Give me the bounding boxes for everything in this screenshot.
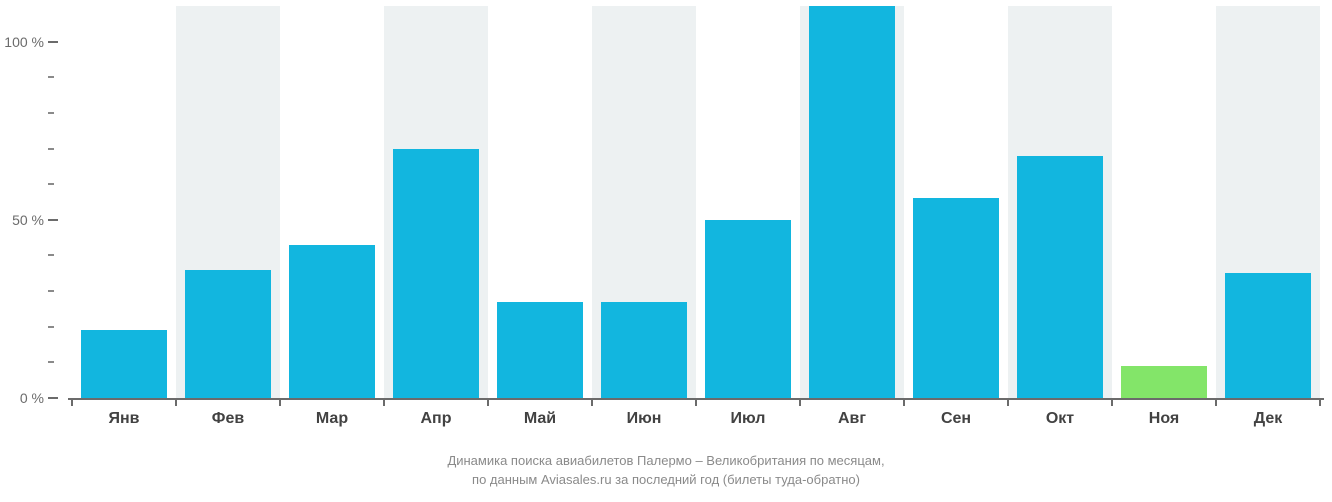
bar: [705, 220, 790, 398]
x-tick-mark: [1319, 398, 1321, 406]
bar: [913, 198, 998, 398]
x-tick-mark: [487, 398, 489, 406]
x-tick-mark: [383, 398, 385, 406]
x-label: Окт: [1046, 410, 1074, 428]
y-tick-label: 100 %: [4, 34, 44, 50]
x-label: Апр: [421, 410, 452, 428]
y-tick-label: 0 %: [20, 390, 44, 406]
x-label: Июл: [731, 410, 766, 428]
bar: [393, 149, 478, 398]
bar: [497, 302, 582, 398]
y-tick-mark: [48, 397, 58, 399]
caption-line-1: Динамика поиска авиабилетов Палермо – Ве…: [0, 452, 1332, 471]
x-tick-mark: [1007, 398, 1009, 406]
x-tick-mark: [71, 398, 73, 406]
bar: [81, 330, 166, 398]
y-tick-mark: [48, 219, 58, 221]
x-tick-mark: [175, 398, 177, 406]
x-label: Фев: [212, 410, 244, 428]
y-minor-tick: [48, 326, 54, 328]
bar: [1225, 273, 1310, 398]
chart-caption: Динамика поиска авиабилетов Палермо – Ве…: [0, 452, 1332, 490]
y-tick-mark: [48, 41, 58, 43]
y-minor-tick: [48, 148, 54, 150]
x-tick-mark: [695, 398, 697, 406]
x-tick-mark: [591, 398, 593, 406]
bars-layer: [72, 6, 1320, 398]
y-minor-tick: [48, 76, 54, 78]
x-label: Мар: [316, 410, 348, 428]
bar-chart: 0 % 50 % 100 % Янв Фев Мар Апр Май Июн Июл Авг Сен…: [0, 0, 1332, 502]
caption-line-2: по данным Aviasales.ru за последний год …: [0, 471, 1332, 490]
y-minor-tick: [48, 361, 54, 363]
x-axis: Янв Фев Мар Апр Май Июн Июл Авг Сен Окт Ноя Дек: [72, 398, 1320, 438]
x-label: Июн: [627, 410, 662, 428]
x-tick-mark: [1111, 398, 1113, 406]
y-axis: 0 %50 %100 %: [0, 6, 72, 398]
x-label: Авг: [838, 410, 866, 428]
bar: [1121, 366, 1206, 398]
bar: [1017, 156, 1102, 398]
plot-area: [72, 6, 1320, 398]
x-tick-mark: [279, 398, 281, 406]
y-tick-label: 50 %: [12, 212, 44, 228]
x-label: Дек: [1254, 410, 1283, 428]
bar: [601, 302, 686, 398]
y-minor-tick: [48, 254, 54, 256]
y-minor-tick: [48, 112, 54, 114]
bar: [185, 270, 270, 398]
y-minor-tick: [48, 183, 54, 185]
x-tick-mark: [903, 398, 905, 406]
bar: [809, 6, 894, 398]
y-minor-tick: [48, 290, 54, 292]
x-label: Май: [524, 410, 556, 428]
x-tick-mark: [799, 398, 801, 406]
x-label: Ноя: [1149, 410, 1179, 428]
x-label: Янв: [109, 410, 140, 428]
x-tick-mark: [1215, 398, 1217, 406]
x-label: Сен: [941, 410, 971, 428]
bar: [289, 245, 374, 398]
